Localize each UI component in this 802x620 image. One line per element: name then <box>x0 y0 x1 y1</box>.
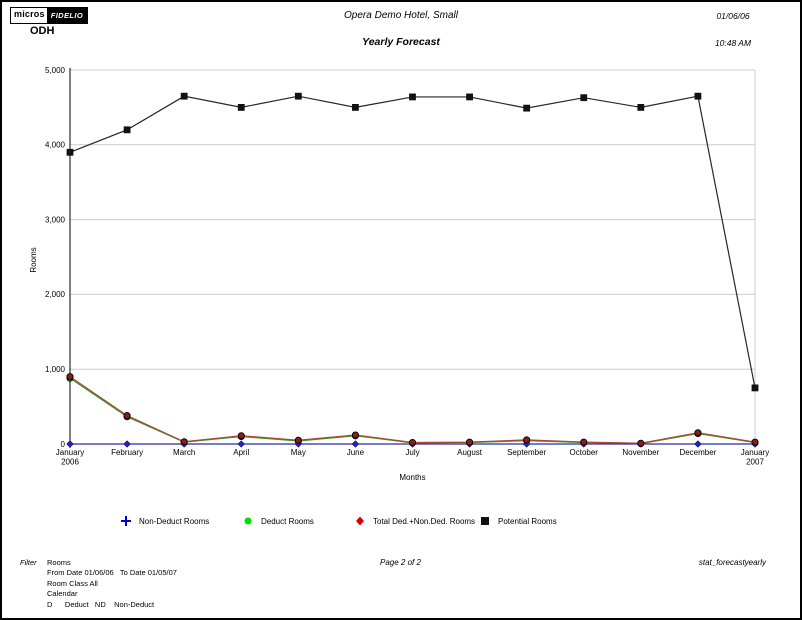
x-tick-label: September <box>507 448 546 457</box>
filter-line-rooms: Rooms <box>47 558 71 567</box>
filter-line-room-class: Room Class All <box>47 578 98 588</box>
x-tick-label: January <box>741 448 769 457</box>
series-marker <box>294 92 302 100</box>
property-code: ODH <box>30 25 55 37</box>
series-marker <box>237 440 246 448</box>
report-id: stat_forecastyearly <box>698 558 766 567</box>
series-marker <box>523 104 531 112</box>
series-line-total-ded-non-ded-rooms <box>69 376 756 444</box>
report-date: 01/06/06 <box>716 11 750 21</box>
x-tick-label: March <box>173 448 195 457</box>
legend-diamond-icon <box>356 516 364 526</box>
series-marker <box>409 93 416 101</box>
series-marker <box>123 412 131 420</box>
legend-plus-icon <box>121 516 131 526</box>
legend-item: Non-Deduct Rooms <box>120 515 209 527</box>
x-axis-title: Months <box>399 473 425 482</box>
series-marker <box>694 440 702 448</box>
series-marker <box>237 432 245 440</box>
x-tick-label: May <box>291 448 306 457</box>
x-tick-label: June <box>347 448 365 457</box>
series-marker <box>237 104 245 111</box>
report-time: 10:48 AM <box>714 38 752 48</box>
series-marker <box>351 431 359 439</box>
series-line-deduct-rooms <box>69 377 756 445</box>
series-marker <box>294 436 302 444</box>
series-marker <box>751 384 759 392</box>
x-tick-label: April <box>233 448 249 457</box>
legend-label: Potential Rooms <box>498 516 557 526</box>
series-marker <box>466 93 473 101</box>
micros-fidelio-logo: micros FIDELIO <box>10 7 89 24</box>
legend-square-icon <box>481 517 489 525</box>
filter-line-dates: From Date 01/06/06 To Date 01/05/07 <box>47 568 177 578</box>
legend-label: Total Ded.+Non.Ded. Rooms <box>373 516 476 526</box>
series-marker <box>66 373 74 381</box>
filter-line-calendar: Calendar <box>47 589 78 599</box>
forecast-chart: 01,0002,0003,0004,0005,000January2006Feb… <box>29 66 769 482</box>
series-marker <box>694 92 702 100</box>
series-marker <box>637 439 645 447</box>
x-tick-label: December <box>679 448 716 457</box>
legend-item: Total Ded.+Non.Ded. Rooms <box>354 515 475 527</box>
series-marker <box>637 104 645 111</box>
filter-criteria: Rooms From Date 01/06/06 To Date 01/05/0… <box>47 558 177 610</box>
legend-item: Potential Rooms <box>479 515 557 527</box>
x-tick-label: 2007 <box>746 458 764 467</box>
series-marker <box>123 440 131 448</box>
x-tick-label: November <box>622 448 659 457</box>
filter-line-legend-key: D Deduct ND Non-Deduct <box>47 599 155 609</box>
chart-legend: Non-Deduct Rooms Deduct Rooms Total Ded.+N… <box>2 515 800 533</box>
legend-label: Deduct Rooms <box>261 516 314 526</box>
report-subtitle: Yearly Forecast <box>362 36 440 48</box>
series-marker <box>523 436 531 444</box>
x-tick-label: August <box>457 448 483 457</box>
series-marker <box>180 92 188 100</box>
x-tick-label: January <box>56 448 84 457</box>
series-line-potential-rooms <box>69 95 756 389</box>
page-number: Page 2 of 2 <box>380 558 421 567</box>
series-marker <box>123 126 131 134</box>
report-title: Opera Demo Hotel, Small <box>344 10 458 21</box>
series-marker <box>180 438 188 446</box>
y-tick-label: 2,000 <box>45 290 66 299</box>
y-tick-label: 0 <box>61 440 66 449</box>
x-tick-label: 2006 <box>61 458 79 467</box>
series-marker <box>580 438 588 446</box>
series-marker <box>351 440 360 448</box>
legend-circle-icon <box>244 517 252 525</box>
series-marker <box>466 438 474 446</box>
series-marker <box>694 429 702 437</box>
logo-fidelio-text: FIDELIO <box>46 8 88 23</box>
series-marker <box>408 438 417 447</box>
series-marker <box>66 148 74 156</box>
y-tick-label: 5,000 <box>45 66 66 75</box>
legend-item: Deduct Rooms <box>242 515 314 527</box>
y-tick-label: 4,000 <box>45 141 66 150</box>
x-tick-label: February <box>111 448 143 457</box>
x-tick-label: July <box>405 448 419 457</box>
series-marker <box>580 94 588 102</box>
filter-label: Filter <box>20 558 37 567</box>
series-marker <box>352 104 359 111</box>
y-tick-label: 3,000 <box>45 215 66 224</box>
series-marker <box>751 438 759 446</box>
y-tick-label: 1,000 <box>45 365 66 374</box>
legend-label: Non-Deduct Rooms <box>139 516 210 526</box>
x-tick-label: October <box>570 448 599 457</box>
series-marker <box>66 440 74 448</box>
y-axis-title: Rooms <box>29 247 38 272</box>
logo-micros-text: micros <box>14 9 45 19</box>
